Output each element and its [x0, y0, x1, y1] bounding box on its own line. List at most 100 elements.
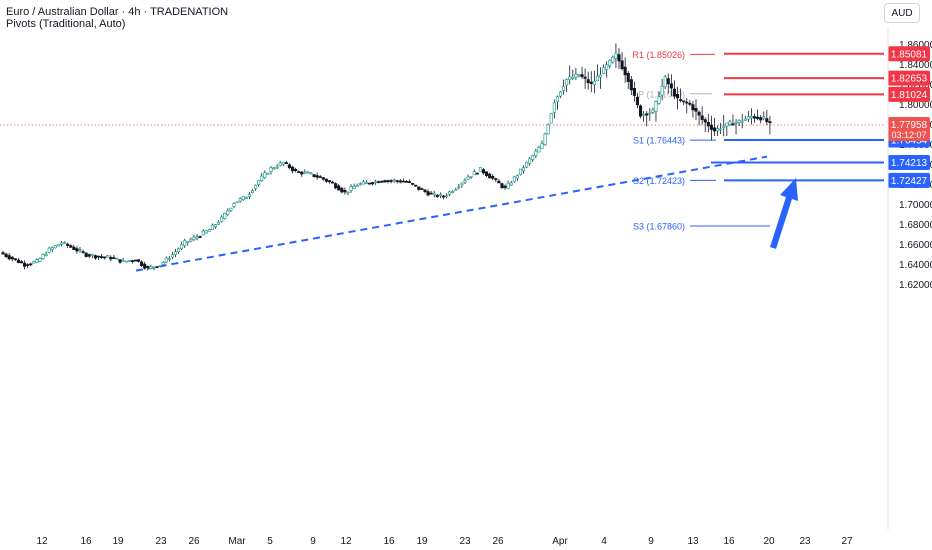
candle: [96, 255, 101, 258]
candle: [494, 178, 498, 180]
candle: [87, 254, 91, 257]
candle: [32, 261, 36, 264]
candle: [497, 180, 501, 184]
candle: [451, 191, 455, 193]
currency-badge[interactable]: AUD: [884, 3, 920, 23]
candle: [201, 230, 205, 236]
candle: [620, 60, 624, 70]
candle: [177, 248, 181, 252]
candle: [488, 173, 492, 179]
candle: [306, 171, 310, 174]
candle: [115, 257, 119, 260]
candle: [703, 119, 707, 123]
indicator-label[interactable]: Pivots (Traditional, Auto): [6, 18, 126, 30]
candle: [540, 143, 544, 149]
level-price-tag: [888, 46, 930, 62]
candle: [478, 167, 482, 172]
y-tick-label: 1.86000: [899, 40, 932, 51]
candle: [481, 169, 486, 174]
candle: [706, 121, 710, 127]
candle: [213, 224, 218, 228]
pivot-label-s1: S1 (1.76443): [633, 136, 685, 146]
candle: [133, 259, 137, 262]
candle: [315, 175, 319, 178]
candle: [118, 259, 122, 263]
candle: [170, 254, 174, 258]
candle: [254, 184, 258, 189]
level-price-tag: [888, 86, 930, 102]
candle: [19, 261, 24, 264]
candle: [383, 180, 387, 183]
candle: [719, 128, 723, 131]
candle: [485, 171, 489, 176]
candle: [457, 186, 461, 189]
candle: [287, 164, 291, 169]
x-tick-label: Apr: [552, 536, 568, 547]
y-tick-label: 1.64000: [899, 260, 932, 271]
countdown-label: 03:12:07: [891, 130, 926, 140]
x-tick-label: 12: [36, 536, 48, 547]
candle: [158, 265, 162, 267]
candle: [389, 180, 393, 182]
candle: [694, 107, 698, 112]
candle: [346, 191, 350, 194]
level-price-label: 1.85081: [891, 49, 928, 60]
candle: [546, 124, 550, 135]
candle: [50, 247, 54, 250]
candle: [297, 171, 301, 173]
candle: [217, 222, 221, 225]
candle: [38, 258, 42, 262]
candle: [765, 118, 769, 123]
level-price-label: 1.76454: [891, 136, 928, 147]
candle: [565, 79, 569, 86]
y-tick-label: 1.68000: [899, 220, 932, 231]
candle: [364, 182, 368, 184]
candle: [506, 182, 510, 189]
candle: [740, 120, 744, 123]
candle: [281, 161, 285, 165]
candle: [7, 255, 11, 260]
candle: [106, 255, 110, 258]
candle: [324, 178, 328, 182]
x-tick-label: 13: [687, 536, 699, 547]
candle: [72, 246, 76, 251]
x-tick-label: 16: [80, 536, 92, 547]
candle: [617, 54, 621, 62]
candle: [229, 207, 233, 211]
candle: [635, 96, 640, 106]
x-tick-label: 23: [459, 536, 471, 547]
candles: [1, 43, 772, 271]
candle: [352, 185, 356, 189]
x-tick-label: 16: [383, 536, 395, 547]
candle: [238, 198, 242, 202]
current-price-label: 1.77958: [891, 120, 928, 131]
candle: [90, 254, 94, 257]
y-tick-label: 1.70000: [899, 200, 932, 211]
candle: [103, 256, 107, 259]
candle: [491, 176, 495, 179]
candle: [371, 182, 375, 185]
candle: [762, 116, 766, 119]
x-tick-label: 9: [648, 536, 654, 547]
candle: [580, 74, 584, 77]
x-tick-label: 23: [799, 536, 811, 547]
candle: [263, 172, 267, 178]
x-tick-label: 19: [112, 536, 124, 547]
candle: [143, 263, 147, 269]
candle: [598, 74, 603, 78]
candle: [639, 105, 643, 117]
candle: [552, 102, 556, 113]
candle: [266, 172, 270, 175]
candle: [186, 240, 190, 243]
candle: [81, 251, 85, 253]
candle: [173, 251, 178, 255]
candle: [398, 180, 402, 183]
candle: [241, 196, 245, 200]
candle: [408, 181, 412, 183]
x-tick-label: 20: [763, 536, 775, 547]
candle: [35, 259, 39, 263]
candle: [602, 67, 606, 74]
candle: [136, 259, 141, 262]
candle: [725, 122, 729, 127]
